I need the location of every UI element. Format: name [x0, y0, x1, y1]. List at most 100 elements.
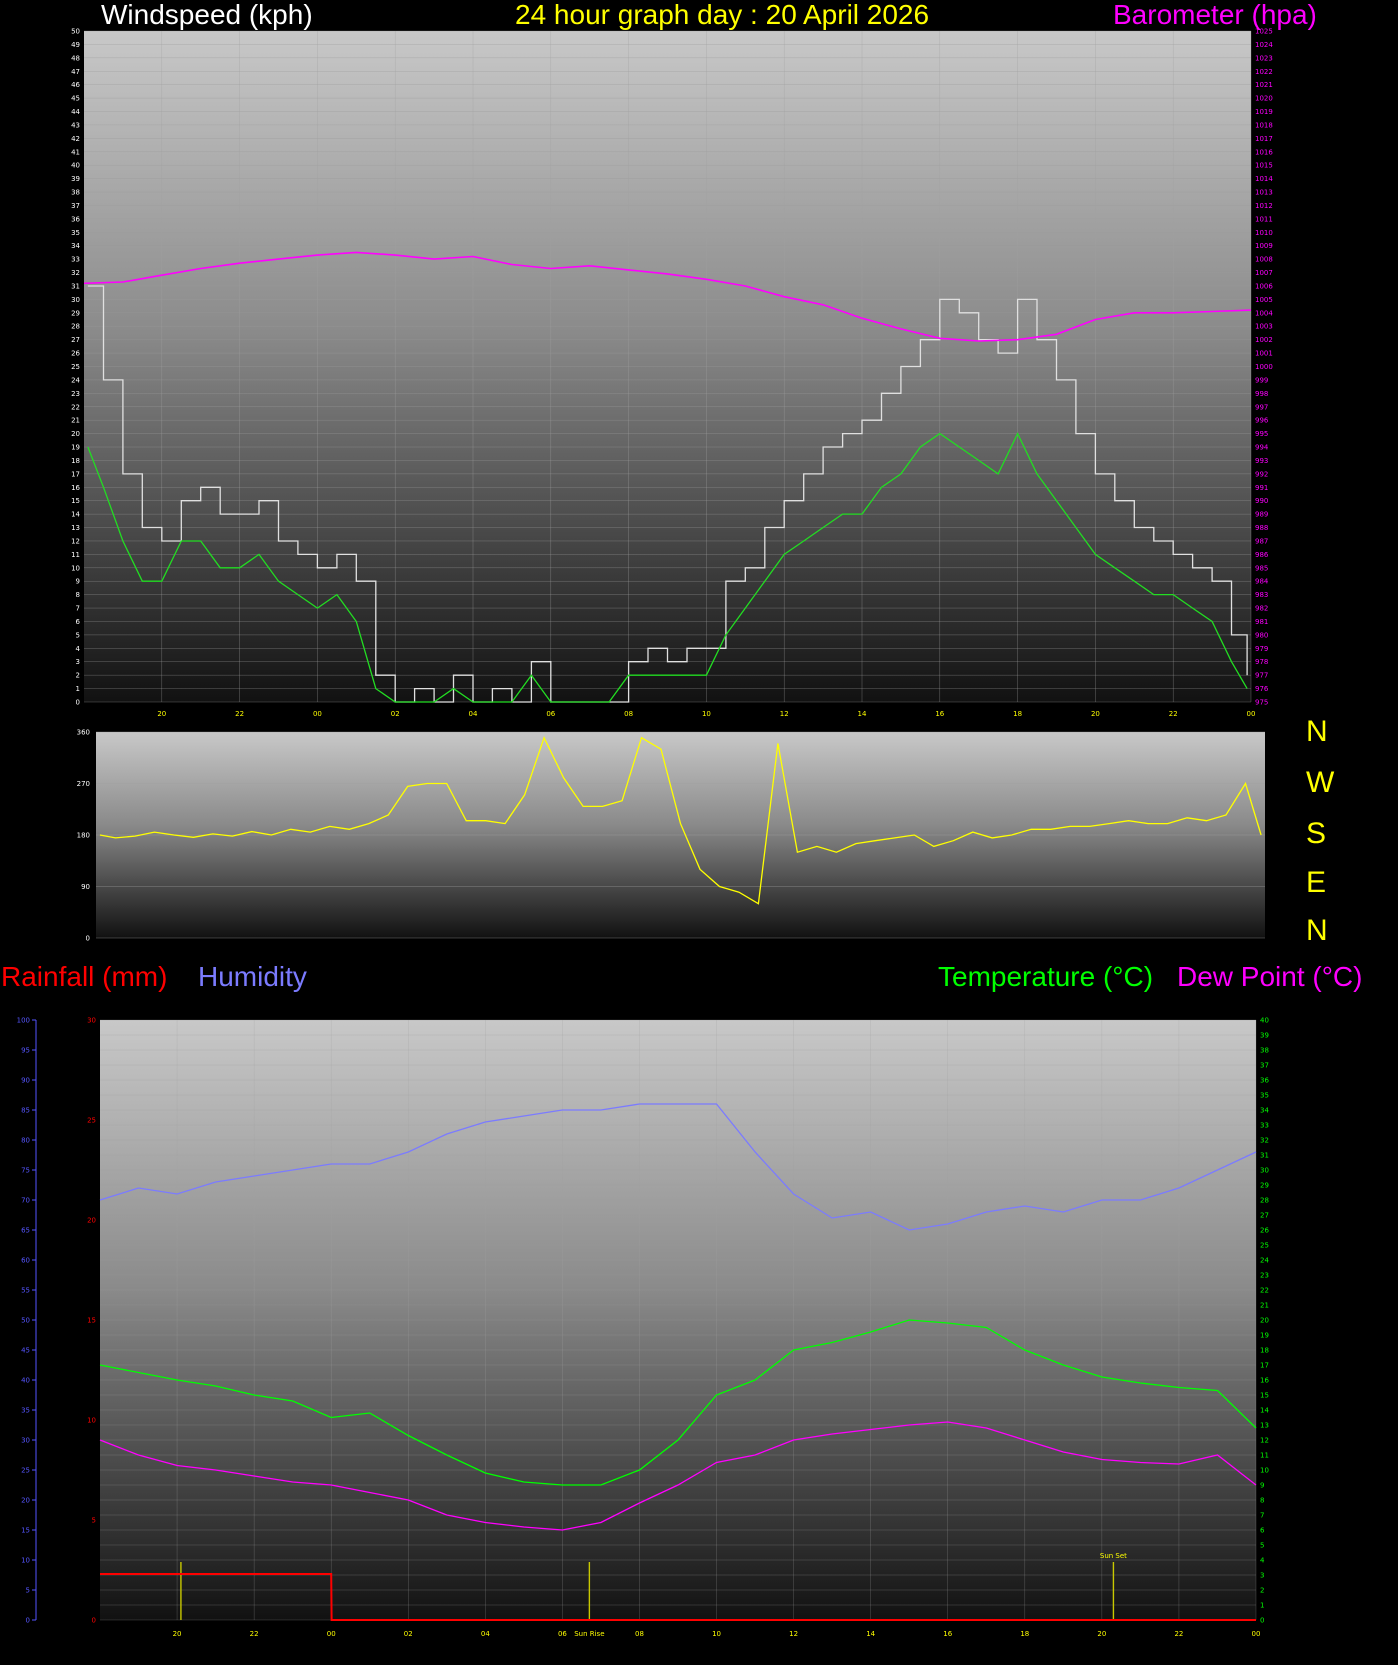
humidity-y-tick-label: 55 — [21, 1287, 30, 1295]
humidity-y-tick-label: 100 — [17, 1017, 30, 1025]
temperature-y-tick-label: 1 — [1260, 1602, 1264, 1610]
humidity-y-tick-label: 90 — [21, 1077, 30, 1085]
temperature-y-tick-label: 7 — [1260, 1512, 1264, 1520]
wind-y-tick-label: 29 — [71, 309, 80, 317]
barometer-y-tick-label: 1001 — [1255, 350, 1273, 358]
rainfall-y-tick-label: 10 — [87, 1417, 96, 1425]
temperature-y-tick-label: 12 — [1260, 1437, 1269, 1445]
temp-x-tick-label: 14 — [866, 1630, 875, 1638]
wind-x-tick-label: 22 — [1169, 710, 1178, 718]
wind-x-tick-label: 18 — [1013, 710, 1022, 718]
humidity-y-tick-label: 20 — [21, 1497, 30, 1505]
direction-label-e: E — [1306, 866, 1327, 899]
barometer-y-tick-label: 986 — [1255, 551, 1269, 559]
wind-y-tick-label: 11 — [71, 551, 80, 559]
temperature-y-tick-label: 35 — [1260, 1092, 1269, 1100]
barometer-y-tick-label: 1009 — [1255, 242, 1273, 250]
temperature-y-tick-label: 20 — [1260, 1317, 1269, 1325]
direction-y-tick-label: 0 — [86, 935, 90, 943]
wind-y-tick-label: 8 — [76, 591, 80, 599]
direction-y-tick-label: 360 — [77, 729, 90, 737]
temp-x-tick-label: 08 — [635, 1630, 644, 1638]
wind-x-tick-label: 22 — [235, 710, 244, 718]
temperature-y-tick-label: 38 — [1260, 1047, 1269, 1055]
temperature-y-tick-label: 36 — [1260, 1077, 1269, 1085]
temperature-y-tick-label: 24 — [1260, 1257, 1269, 1265]
wind-y-tick-label: 39 — [71, 175, 80, 183]
barometer-y-tick-label: 985 — [1255, 564, 1268, 572]
sun-set-marker-label: Sun Set — [1100, 1552, 1127, 1560]
wind-direction-line — [99, 735, 1262, 905]
temperature-y-tick-label: 16 — [1260, 1377, 1269, 1385]
barometer-y-tick-label: 1015 — [1255, 162, 1273, 170]
rainfall-y-tick-label: 0 — [92, 1617, 96, 1625]
wind-y-tick-label: 17 — [71, 470, 80, 478]
barometer-y-tick-label: 979 — [1255, 645, 1268, 653]
temperature-y-tick-label: 6 — [1260, 1527, 1265, 1535]
temperature-y-tick-label: 10 — [1260, 1467, 1269, 1475]
rainfall-y-tick-label: 25 — [87, 1117, 96, 1125]
humidity-line — [99, 1103, 1257, 1231]
humidity-y-tick-label: 50 — [21, 1317, 30, 1325]
wind-y-tick-label: 28 — [71, 323, 80, 331]
wind-x-tick-label: 02 — [391, 710, 400, 718]
sun-rise-marker-label: Sun Rise — [574, 1630, 604, 1638]
barometer-y-tick-label: 1004 — [1255, 309, 1273, 317]
wind-y-tick-label: 46 — [71, 81, 80, 89]
wind-y-tick-label: 50 — [71, 28, 80, 36]
barometer-y-tick-label: 1025 — [1255, 28, 1273, 36]
barometer-y-tick-label: 976 — [1255, 685, 1269, 693]
barometer-y-tick-label: 983 — [1255, 591, 1268, 599]
wind-y-tick-label: 45 — [71, 95, 80, 103]
wind-y-tick-label: 23 — [71, 390, 80, 398]
barometer-y-tick-label: 1020 — [1255, 95, 1273, 103]
wind-x-tick-label: 00 — [313, 710, 322, 718]
wind-y-tick-label: 33 — [71, 256, 80, 264]
humidity-y-tick-label: 75 — [21, 1167, 30, 1175]
wind-y-tick-label: 26 — [71, 350, 80, 358]
wind-y-tick-label: 6 — [76, 618, 81, 626]
direction-y-tick-label: 90 — [81, 883, 90, 891]
windspeed-axis-title: Windspeed (kph) — [101, 0, 313, 30]
humidity-y-tick-label: 85 — [21, 1107, 30, 1115]
temperature-line — [99, 1319, 1257, 1486]
humidity-y-tick-label: 45 — [21, 1347, 30, 1355]
wind-x-tick-label: 04 — [469, 710, 478, 718]
temperature-y-tick-label: 28 — [1260, 1197, 1269, 1205]
temp-x-tick-label: 20 — [173, 1630, 182, 1638]
wind-y-tick-label: 9 — [76, 578, 80, 586]
barometer-y-tick-label: 1014 — [1255, 175, 1273, 183]
barometer-y-tick-label: 988 — [1255, 524, 1268, 532]
temperature-y-tick-label: 17 — [1260, 1362, 1269, 1370]
barometer-y-tick-label: 975 — [1255, 699, 1268, 707]
temperature-y-tick-label: 4 — [1260, 1557, 1265, 1565]
wind-y-tick-label: 21 — [71, 417, 80, 425]
wind-x-tick-label: 20 — [157, 710, 166, 718]
wind-y-tick-label: 16 — [71, 484, 80, 492]
temp-plot-background — [100, 1020, 1256, 1620]
barometer-y-tick-label: 995 — [1255, 430, 1268, 438]
humidity-y-tick-label: 15 — [21, 1527, 30, 1535]
wind-y-tick-label: 47 — [71, 68, 80, 76]
barometer-y-tick-label: 1022 — [1255, 68, 1273, 76]
barometer-y-tick-label: 1016 — [1255, 148, 1273, 156]
wind-x-tick-label: 12 — [780, 710, 789, 718]
barometer-y-tick-label: 994 — [1255, 444, 1269, 452]
barometer-line — [83, 251, 1252, 342]
barometer-y-tick-label: 1003 — [1255, 323, 1273, 331]
temperature-y-tick-label: 8 — [1260, 1497, 1264, 1505]
wind-x-tick-label: 00 — [1247, 710, 1256, 718]
wind-y-tick-label: 44 — [71, 108, 80, 116]
chart-title: 24 hour graph day : 20 April 2026 — [515, 0, 930, 30]
temperature-y-tick-label: 40 — [1260, 1017, 1269, 1025]
direction-y-tick-label: 180 — [77, 832, 90, 840]
barometer-y-tick-label: 998 — [1255, 390, 1268, 398]
rainfall-line — [100, 1573, 1256, 1621]
temperature-y-tick-label: 26 — [1260, 1227, 1269, 1235]
wind-y-tick-label: 48 — [71, 54, 80, 62]
barometer-y-tick-label: 987 — [1255, 537, 1268, 545]
wind-y-tick-label: 5 — [76, 631, 80, 639]
barometer-y-tick-label: 991 — [1255, 484, 1268, 492]
humidity-y-tick-label: 40 — [21, 1377, 30, 1385]
barometer-y-tick-label: 1010 — [1255, 229, 1273, 237]
